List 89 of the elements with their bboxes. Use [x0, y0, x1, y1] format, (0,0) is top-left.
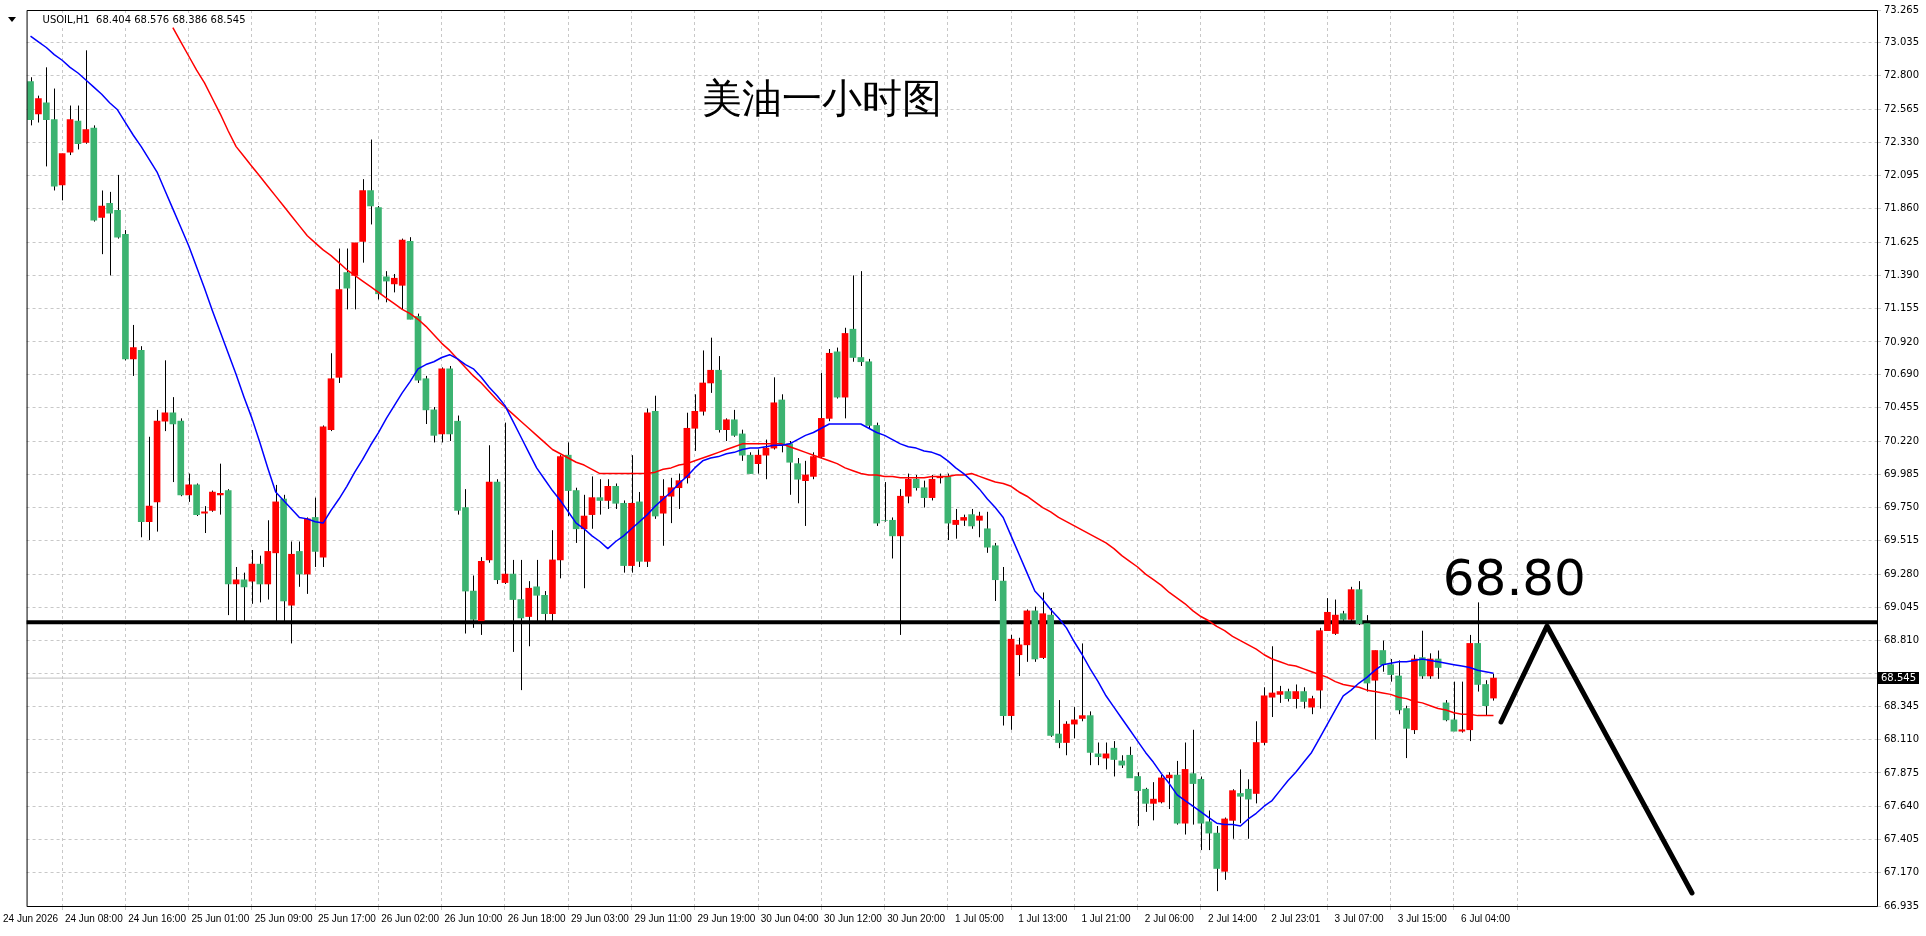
candlestick — [1387, 658, 1395, 683]
candlestick — [1450, 681, 1458, 732]
x-tick-label: 26 Jun 18:00 — [507, 912, 566, 924]
x-tick-label: 29 Jun 19:00 — [697, 912, 756, 924]
candlestick — [185, 473, 193, 503]
x-tick-label: 25 Jun 09:00 — [254, 912, 313, 924]
annotation: 68.80 — [1442, 549, 1586, 608]
candlestick — [1110, 740, 1118, 777]
candlestick — [1292, 683, 1300, 710]
y-tick-label: 71.390 — [1884, 269, 1920, 280]
candlestick — [596, 478, 604, 516]
candlestick — [1165, 771, 1173, 810]
candlestick — [1063, 720, 1070, 756]
y-tick-label: 70.220 — [1884, 434, 1920, 446]
candlestick — [201, 505, 208, 534]
candlestick — [98, 189, 106, 255]
candlestick — [1308, 695, 1315, 715]
x-tick-label: 1 Jul 05:00 — [955, 912, 1005, 924]
candlestick — [35, 95, 42, 124]
x-tick-label: 30 Jun 20:00 — [887, 912, 946, 924]
y-tick-label: 71.155 — [1884, 302, 1920, 314]
annotation: USOIL,H1 68.404 68.576 68.386 68.545 — [42, 13, 246, 25]
y-tick-label: 67.170 — [1884, 866, 1920, 878]
x-tick-label: 29 Jun 11:00 — [634, 912, 693, 924]
candlestick — [976, 511, 983, 538]
candlestick — [367, 139, 374, 225]
y-tick-label: 70.455 — [1884, 401, 1920, 413]
x-tick-label: 6 Jul 04:00 — [1461, 912, 1511, 924]
y-tick-label: 72.095 — [1884, 169, 1920, 181]
candlestick — [786, 440, 794, 496]
candlestick — [968, 508, 975, 530]
candlestick — [161, 359, 169, 432]
x-tick-label: 3 Jul 15:00 — [1397, 912, 1448, 924]
candlestick — [1426, 652, 1434, 680]
x-tick-label: 2 Jul 14:00 — [1208, 912, 1258, 924]
y-tick-label: 69.515 — [1884, 534, 1920, 546]
y-tick-label: 68.810 — [1884, 634, 1920, 646]
y-tick-label: 69.985 — [1884, 467, 1920, 479]
x-tick-label: 30 Jun 12:00 — [824, 912, 883, 924]
y-tick-label: 66.935 — [1884, 899, 1920, 911]
x-tick-label: 29 Jun 03:00 — [570, 912, 630, 924]
y-tick-label: 70.690 — [1884, 368, 1920, 380]
x-tick-label: 1 Jul 13:00 — [1018, 912, 1068, 924]
candlestick — [1379, 640, 1387, 673]
x-tick-label: 26 Jun 02:00 — [381, 912, 440, 924]
y-tick-label: 72.800 — [1884, 69, 1920, 81]
candlestick — [723, 417, 730, 442]
x-tick-label: 30 Jun 04:00 — [760, 912, 820, 924]
x-tick-label: 26 Jun 10:00 — [444, 912, 503, 924]
y-tick-label: 71.860 — [1884, 202, 1920, 214]
candlestick — [746, 451, 754, 475]
candlestick — [1189, 729, 1197, 826]
candlestick — [588, 475, 596, 530]
ref-line-label: 68.545 — [1881, 671, 1917, 683]
y-tick-label: 72.565 — [1884, 102, 1920, 114]
x-tick-label: 2 Jul 06:00 — [1144, 912, 1195, 924]
y-tick-label: 73.265 — [1884, 3, 1920, 15]
candlestick — [928, 474, 936, 501]
y-tick-label: 69.045 — [1884, 600, 1920, 612]
candlestick — [1078, 642, 1086, 722]
candlestick — [794, 457, 801, 504]
y-tick-label: 67.875 — [1884, 766, 1920, 778]
candlestick — [82, 49, 90, 145]
x-tick-label: 25 Jun 01:00 — [191, 912, 250, 924]
y-tick-label: 71.625 — [1884, 235, 1920, 247]
candlestick — [130, 324, 137, 377]
y-tick-label: 73.035 — [1884, 36, 1920, 48]
text: 美油一小时图 — [702, 75, 943, 122]
candlestick — [1418, 630, 1426, 680]
y-tick-label: 72.330 — [1884, 135, 1920, 147]
y-tick-label: 68.345 — [1884, 700, 1920, 712]
y-tick-label: 69.750 — [1884, 501, 1920, 513]
x-tick-label: 24 Jun 16:00 — [128, 912, 187, 924]
candlestick — [296, 541, 303, 588]
candlestick — [707, 337, 714, 394]
y-tick-label: 67.405 — [1884, 833, 1920, 845]
y-tick-label: 67.640 — [1884, 799, 1920, 811]
x-tick-label: 1 Jul 21:00 — [1081, 912, 1131, 924]
x-tick-label: 2 Jul 23:01 — [1271, 912, 1321, 924]
y-tick-label: 70.920 — [1884, 335, 1920, 347]
x-tick-label: 24 Jun 08:00 — [64, 912, 124, 924]
x-tick-label: 25 Jun 17:00 — [317, 912, 377, 924]
x-tick-label: 3 Jul 07:00 — [1334, 912, 1384, 924]
y-tick-label: 68.110 — [1884, 733, 1920, 745]
x-tick-label: 24 Jun 2026 — [3, 912, 59, 924]
candlestick — [1300, 686, 1308, 710]
candlestick — [604, 478, 612, 510]
y-tick-label: 69.280 — [1884, 567, 1920, 579]
candlestick — [1490, 673, 1497, 702]
